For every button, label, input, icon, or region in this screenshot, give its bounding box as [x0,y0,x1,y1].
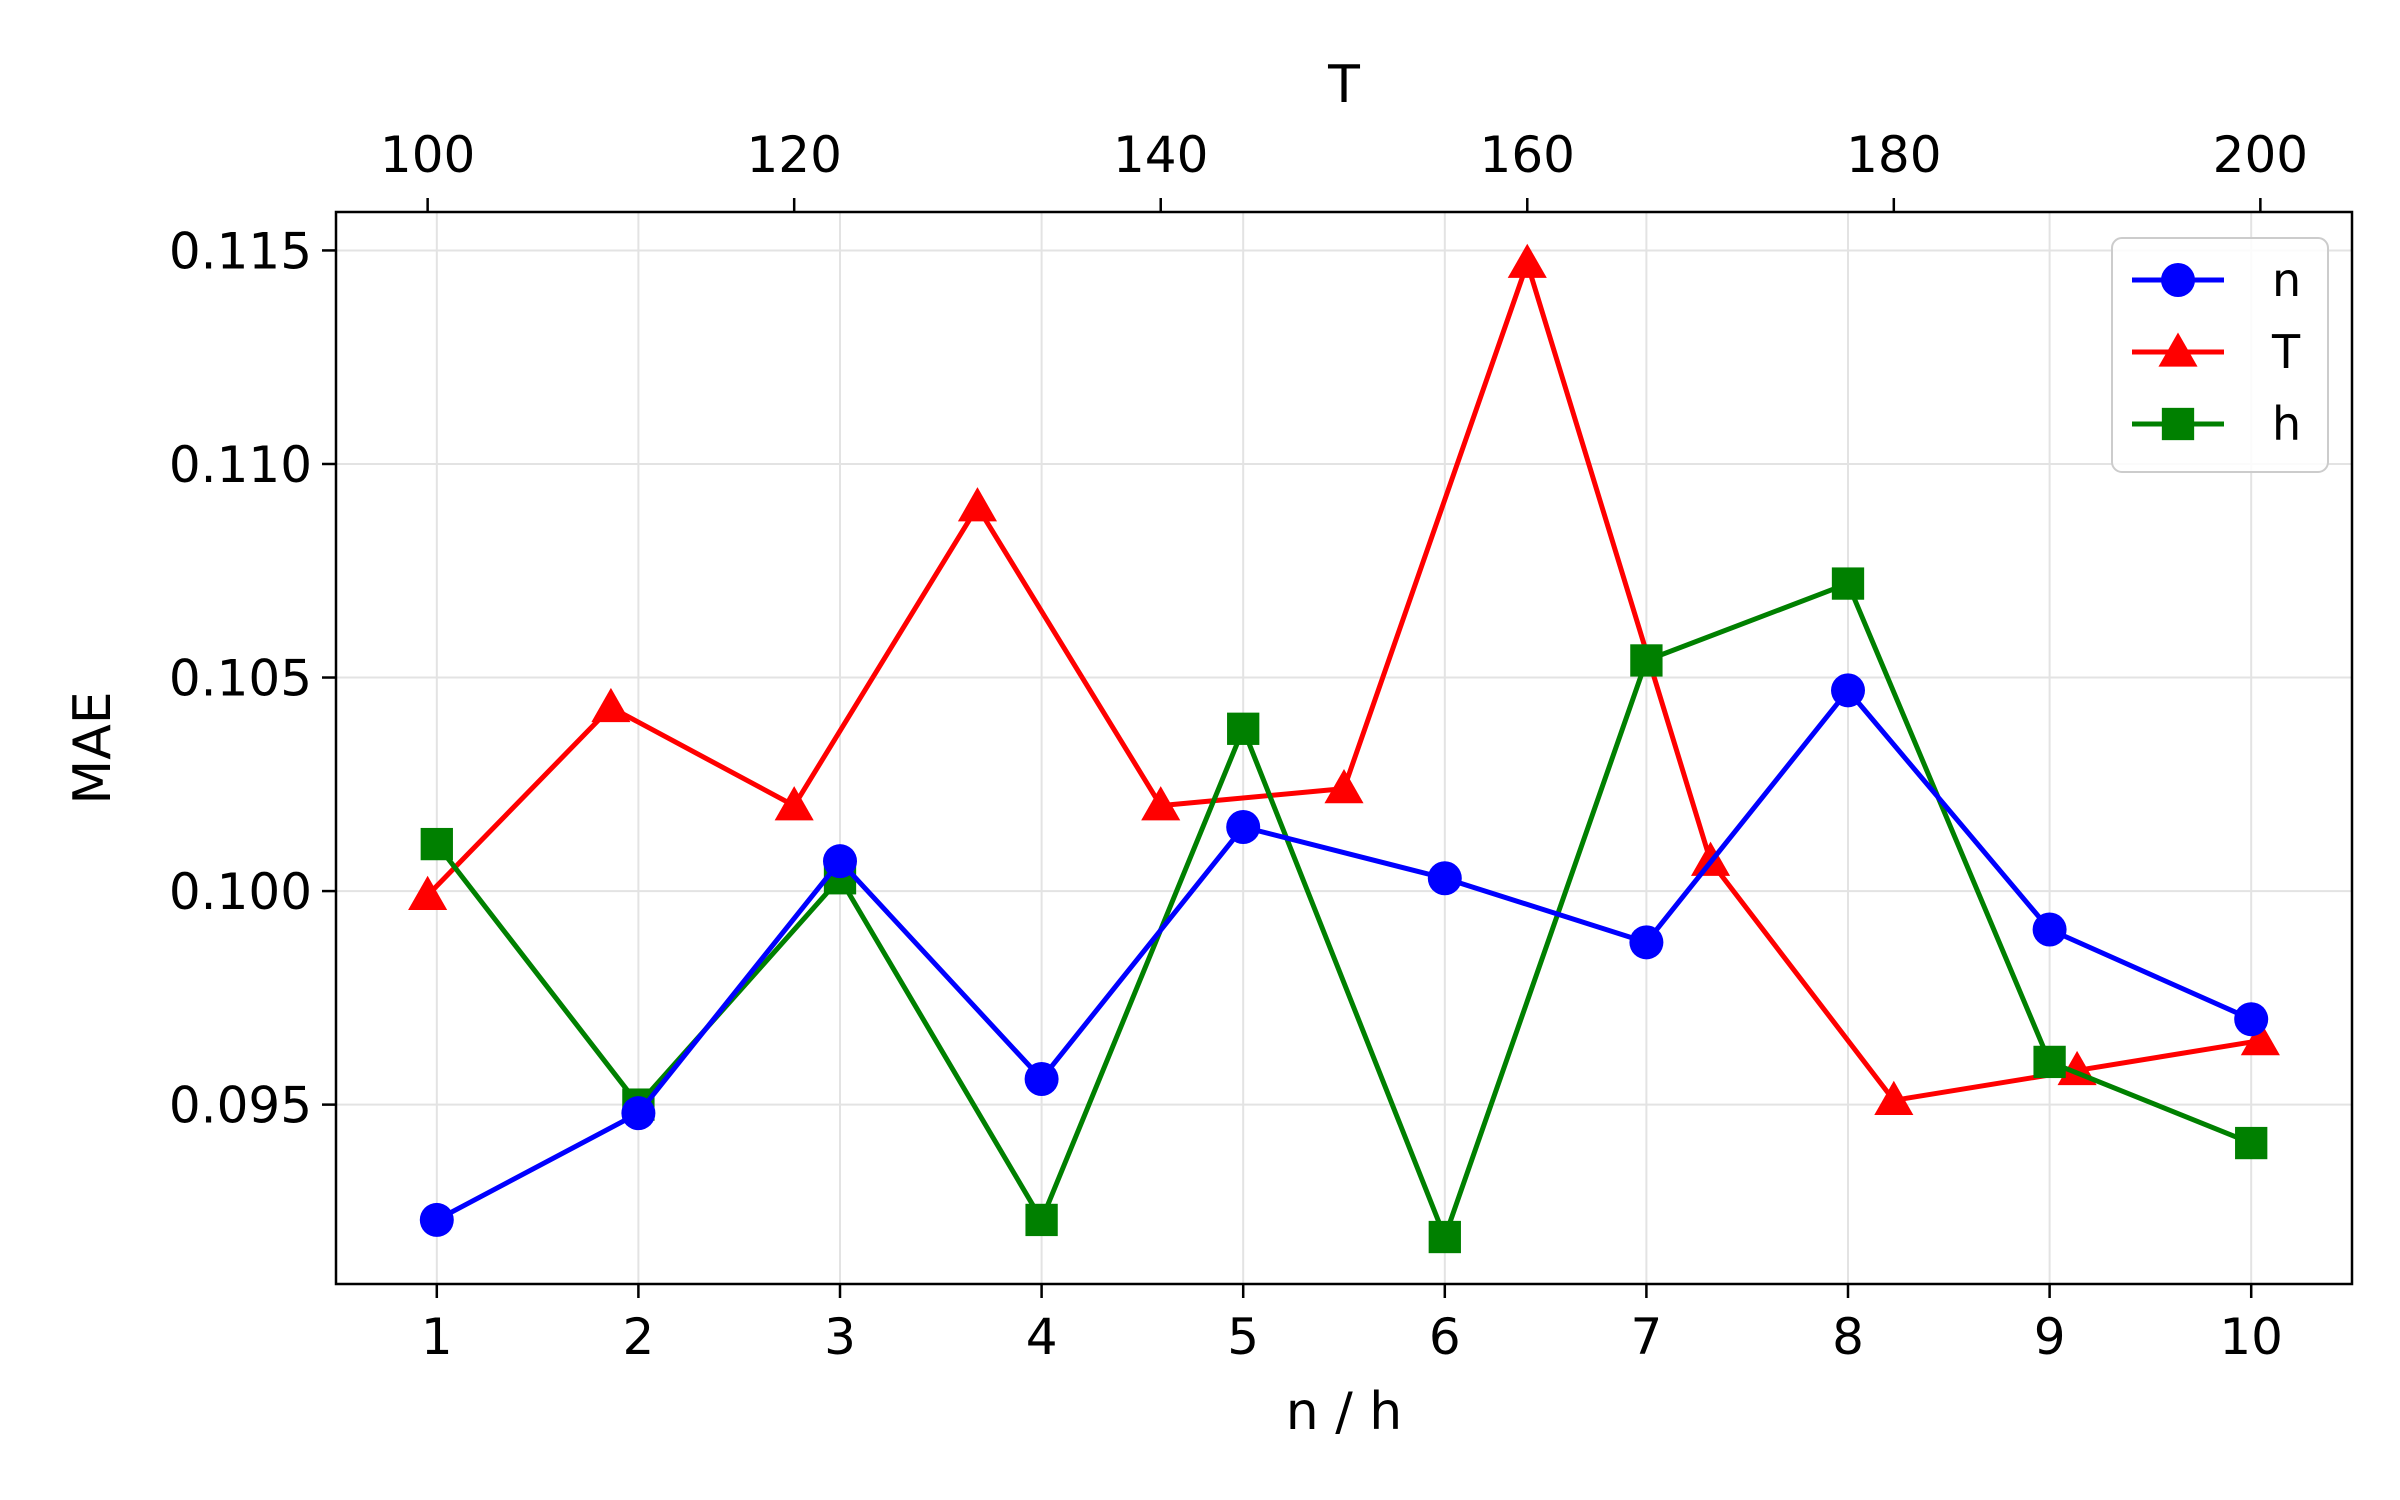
series-T-point [1324,769,1364,804]
y-tick-label: 0.115 [169,222,312,280]
top-x-tick-label: 120 [746,126,841,184]
legend-entry-T: T [2132,325,2301,379]
series-h-point [1227,712,1260,745]
y-tick-label: 0.095 [169,1077,312,1135]
series-T-point [1507,243,1547,278]
series-h-point [2033,1045,2066,1079]
legend-marker [2161,407,2195,441]
x-tick-label: 6 [1429,1308,1461,1366]
legend-label: n [2272,253,2301,307]
legend-entry-h: h [2132,397,2301,451]
grid [336,212,2352,1284]
series-n-point [1831,673,1865,708]
series-n-point [2032,912,2067,947]
series-n-point [1024,1061,1059,1096]
series-T-point [591,687,631,723]
legend-entry-n: n [2132,253,2301,307]
top-x-tick-label: 200 [2213,126,2308,184]
series-n-point [419,1202,454,1237]
series-h-point [420,827,453,861]
top-x-tick-label: 100 [380,126,475,184]
x-tick-label: 5 [1227,1308,1259,1366]
x-tick-label: 4 [1026,1308,1058,1366]
y-axis-label: MAE [63,691,123,804]
y-tick-label: 0.110 [169,436,312,494]
legend-label: h [2272,397,2301,451]
top-x-tick-label: 180 [1846,126,1941,184]
series-n [419,673,2269,1237]
series-n-point [823,844,857,879]
series-T-point [408,875,448,911]
legend-marker [2161,263,2195,297]
series-h-point [2235,1126,2268,1160]
series-T-point [957,487,998,522]
legend: nTh [2111,237,2329,473]
series-n-line [435,687,2253,1223]
series-h-line [434,581,2253,1240]
series-T [408,243,2280,1116]
legend-label: T [2271,325,2301,379]
series-n-point [1226,810,1261,845]
x-tick-label: 9 [2034,1308,2066,1366]
plot-frame [334,210,2354,1286]
ticks: 1 2 3 4 5 6 7 8 9 10 100 120 140 160 180 200 0.095 0.100 0… [169,126,2308,1366]
series-h [420,567,2268,1254]
series-n-point [1629,925,1664,960]
x-tick-label: 10 [2219,1308,2283,1366]
x-tick-label: 8 [1832,1308,1864,1366]
series-T-point [2240,1021,2280,1056]
x-tick-label: 3 [824,1308,856,1366]
series-h-point [1025,1203,1058,1237]
x-tick-label: 7 [1630,1308,1662,1366]
series-T-point [774,786,814,821]
x-tick-label: 2 [622,1308,654,1366]
series-n-point [1427,861,1462,896]
x-tick-label: 1 [421,1308,453,1366]
x-axis-label: n / h [1286,1382,1403,1442]
series-n-point [621,1096,656,1131]
y-tick-label: 0.100 [169,863,312,921]
y-tick-label: 0.105 [169,650,312,708]
legend-marker [2158,332,2198,367]
series-n-point [2234,1002,2269,1037]
series-layer [408,243,2280,1254]
top-x-tick-label: 140 [1113,126,1208,184]
series-h-point [1831,567,1865,600]
series-T-point [1874,1080,1914,1116]
top-x-axis-label: T [1327,55,1360,115]
series-h-point [1428,1220,1461,1254]
series-T-point [1141,786,1181,821]
top-x-tick-label: 160 [1480,126,1575,184]
series-h-point [1630,644,1663,677]
